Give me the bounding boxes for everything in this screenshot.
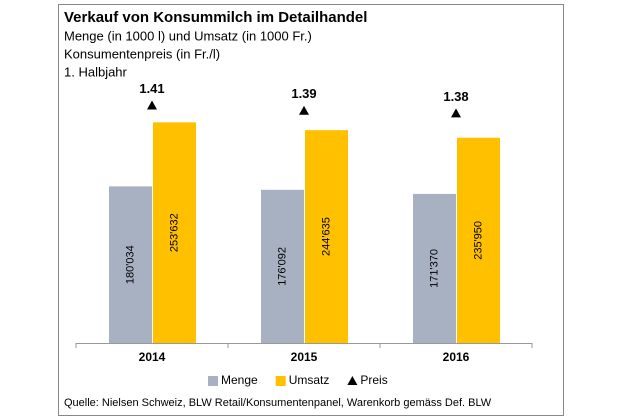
bar: [153, 122, 196, 344]
subtitle: 1. Halbjahr: [64, 64, 128, 79]
bar: [109, 186, 152, 343]
bar-value-label: 253'632: [168, 213, 180, 252]
bar-value-label: 235'950: [472, 221, 484, 260]
bar-value-label: 244'635: [320, 217, 332, 256]
chart-title: Verkauf von Konsummilch im Detailhandel: [64, 9, 367, 26]
bar-value-label: 176'092: [276, 247, 288, 286]
legend-swatch: [275, 376, 286, 386]
x-tick-label: 2014: [139, 350, 166, 364]
x-tick-label: 2016: [443, 350, 470, 364]
price-label: 1.38: [443, 89, 468, 104]
bar-value-label: 180'034: [124, 245, 136, 284]
bar: [261, 189, 304, 343]
price-marker: [299, 105, 309, 115]
bar: [413, 193, 456, 343]
legend-label: Menge: [221, 373, 258, 387]
x-tick-label: 2015: [291, 350, 318, 364]
legend-label: Umsatz: [289, 373, 330, 387]
legend-swatch: [208, 376, 218, 386]
price-marker: [451, 108, 461, 118]
price-marker: [347, 376, 358, 385]
legend-label: Preis: [360, 373, 387, 387]
chart-frame: [58, 4, 564, 416]
bar-value-label: 171'370: [428, 249, 440, 288]
price-label: 1.41: [139, 81, 164, 96]
price-marker: [147, 100, 157, 110]
source: Quelle: Nielsen Schweiz, BLW Retail/Kons…: [64, 397, 492, 409]
bar: [457, 137, 500, 343]
bar: [305, 130, 348, 343]
subtitle: Konsumentenpreis (in Fr./l): [64, 46, 220, 61]
price-label: 1.39: [291, 86, 316, 101]
subtitle: Menge (in 1000 l) und Umsatz (in 1000 Fr…: [64, 28, 312, 43]
